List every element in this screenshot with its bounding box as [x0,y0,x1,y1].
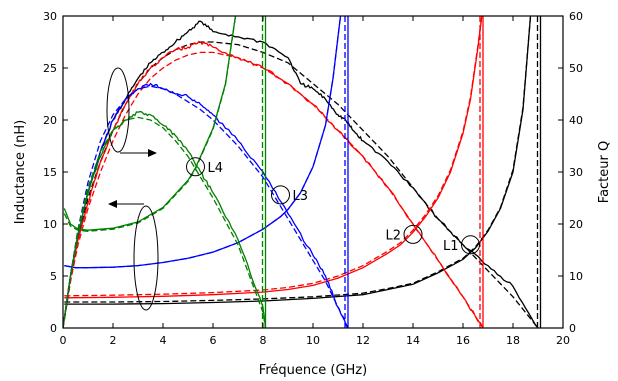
annotation-circle [271,185,290,205]
annotation-label: L4 [208,161,224,176]
x-tick-label: 14 [406,334,420,347]
series-l2-inductance-measured [64,16,483,299]
y-right-tick-label: 30 [569,166,583,179]
x-tick-label: 12 [356,334,370,347]
y-left-tick-label: 10 [43,218,57,231]
y-left-tick-label: 30 [43,10,57,23]
x-tick-label: 18 [506,334,520,347]
x-tick-label: 8 [260,334,267,347]
y-right-axis-title: Facteur Q [597,141,612,203]
y-left-tick-label: 15 [43,166,57,179]
y-right-tick-label: 50 [569,62,583,75]
annotation-label: L2 [385,228,401,243]
series-group [63,16,542,328]
x-tick-label: 4 [160,334,167,347]
x-tick-label: 10 [306,334,320,347]
series-l2-quality-factor-model [63,51,484,328]
x-tick-label: 0 [60,334,67,347]
left-axis-arrow-icon [108,200,117,208]
x-tick-label: 16 [456,334,470,347]
series-l2-quality-factor-measured [63,40,484,328]
x-tick-label: 20 [556,334,570,347]
series-l4-inductance-model [63,16,237,232]
series-l4-inductance-measured [63,16,237,231]
y-right-tick-label: 60 [569,10,583,23]
inductance-group-ellipse [133,205,159,311]
y-left-tick-label: 25 [43,62,57,75]
annotation-circle [403,224,423,244]
y-right-tick-label: 20 [569,218,583,231]
series-l1-quality-factor-measured [63,20,539,328]
y-right-tick-label: 10 [569,270,583,283]
y-right-tick-label: 0 [569,322,576,335]
x-tick-label: 6 [210,334,217,347]
x-tick-label: 2 [110,334,117,347]
annotation-layer: L1 L2 L3 L4 [106,67,480,311]
annotation-label: L1 [443,239,459,254]
series-l4-quality-factor-model [63,116,267,328]
y-left-tick-label: 0 [50,322,57,335]
y-left-tick-label: 20 [43,114,57,127]
plot-frame [62,15,564,329]
y-left-axis-title: Inductance (nH) [13,120,28,224]
series-l3-quality-factor-measured [63,82,349,328]
curves-layer [63,16,542,328]
y-right-tick-label: 40 [569,114,583,127]
right-axis-arrow-icon [148,149,157,157]
series-l4-quality-factor-measured [63,111,267,328]
x-axis-title: Fréquence (GHz) [259,363,367,378]
series-l1-inductance-measured [64,16,532,305]
axes-layer: 0 2 4 6 8 10 12 14 16 18 2005101520253001020304050… [13,10,612,378]
series-l3-quality-factor-model [63,85,349,328]
annotation-circle [186,157,205,177]
series-l3-inductance-measured [64,16,342,269]
series-l2-inductance-model [64,16,483,297]
annotation-circle [461,235,480,255]
q-axis-group-ellipse [106,67,130,153]
annotation-label: L3 [293,189,309,204]
y-left-tick-label: 5 [50,270,57,283]
